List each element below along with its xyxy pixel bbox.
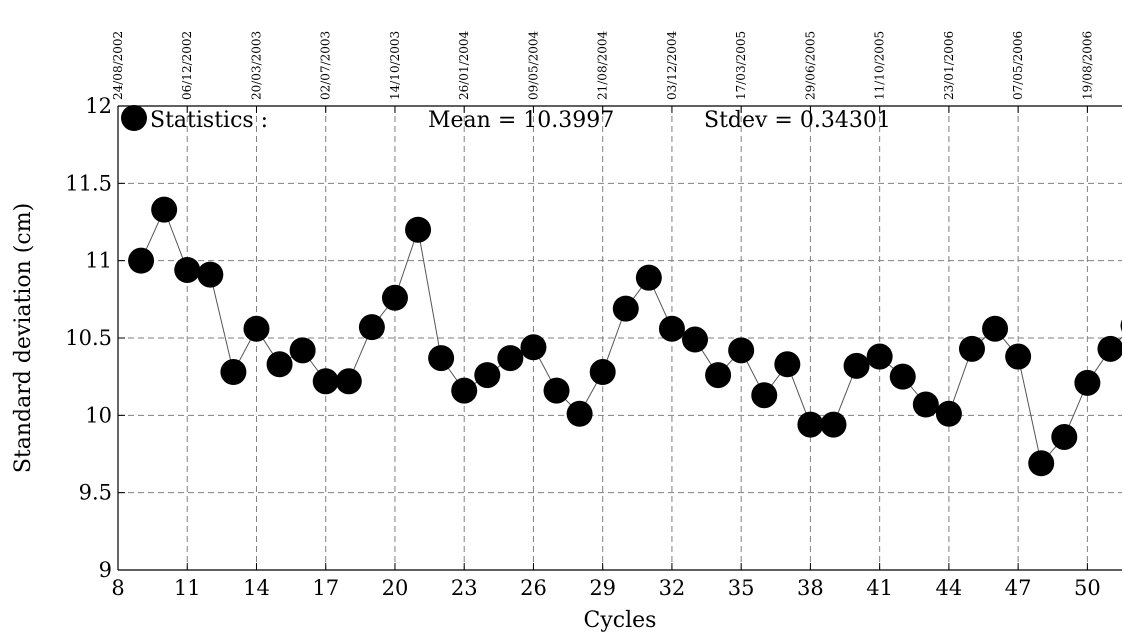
data-point (1120, 319, 1122, 332)
data-point (243, 315, 270, 342)
data-point (843, 352, 870, 379)
data-point (497, 345, 524, 372)
top-date-label: 21/08/2004 (596, 30, 610, 100)
top-date-label: 07/05/2006 (1011, 31, 1025, 100)
x-tick-label: 23 (451, 576, 478, 600)
x-tick-label: 50 (1074, 576, 1101, 600)
data-point (128, 247, 155, 274)
legend-marker (121, 105, 147, 131)
y-tick-label: 9.5 (79, 481, 112, 505)
axis-labels: 24/08/2002 06/12/2002 20/03/2003 02/07/2003… (11, 30, 1094, 633)
x-axis-label: Cycles (584, 608, 657, 633)
y-tick-label: 9 (99, 558, 112, 582)
data-point (312, 368, 339, 395)
x-tick-label: 35 (728, 576, 755, 600)
data-point (705, 362, 732, 389)
top-date-label: 29/06/2005 (803, 31, 817, 100)
data-point (797, 411, 824, 438)
data-point (658, 315, 685, 342)
data-point (612, 295, 639, 322)
data-point (958, 335, 985, 362)
top-date-label: 17/03/2005 (734, 31, 748, 100)
x-tick-label: 38 (797, 576, 824, 600)
data-point (1097, 335, 1122, 362)
data-point (635, 264, 662, 291)
data-point (889, 363, 916, 390)
top-date-label: 14/10/2003 (388, 31, 402, 100)
data-point (774, 351, 801, 378)
y-tick-label: 10 (85, 403, 112, 427)
top-date-label: 19/08/2006 (1080, 31, 1094, 100)
y-axis-label: Standard deviation (cm) (11, 203, 36, 473)
x-tick-label: 32 (659, 576, 686, 600)
x-tick-label: 44 (936, 576, 963, 600)
data-point (358, 314, 385, 341)
data-point (682, 326, 709, 353)
x-tick-label: 14 (243, 576, 270, 600)
legend: Statistics : Mean = 10.3997 Stdev = 0.3430… (121, 105, 891, 133)
data-point (1051, 423, 1078, 450)
x-tick-label: 47 (1005, 576, 1032, 600)
data-point (728, 337, 755, 364)
top-date-label: 09/05/2004 (526, 30, 540, 100)
top-date-label: 24/08/2002 (111, 31, 125, 100)
data-point (982, 315, 1009, 342)
data-point (266, 351, 293, 378)
y-tick-label: 11 (85, 249, 112, 273)
data-point (751, 382, 778, 409)
data-point (428, 345, 455, 372)
top-date-label: 11/10/2005 (873, 31, 887, 100)
x-tick-label: 8 (111, 576, 124, 600)
data-point (1005, 343, 1032, 370)
x-tick-label: 17 (312, 576, 339, 600)
data-point (405, 216, 432, 243)
data-point (589, 359, 616, 386)
data-point (174, 256, 201, 283)
data-point (566, 400, 593, 427)
top-date-label: 23/01/2006 (942, 31, 956, 100)
top-date-label: 26/01/2004 (457, 30, 471, 100)
data-point (912, 391, 939, 418)
y-tick-label: 11.5 (65, 171, 112, 195)
data-point (335, 368, 362, 395)
data-series (128, 196, 1122, 477)
data-point (451, 377, 478, 404)
data-point (820, 411, 847, 438)
x-tick-label: 29 (589, 576, 616, 600)
data-point (289, 337, 316, 364)
y-tick-label: 12 (85, 94, 112, 118)
data-point (935, 400, 962, 427)
data-point (520, 334, 547, 361)
x-tick-label: 11 (174, 576, 201, 600)
legend-statistics-label: Statistics : (150, 108, 268, 133)
top-date-label: 02/07/2003 (319, 31, 333, 100)
data-point (151, 196, 178, 223)
legend-mean: Mean = 10.3997 (428, 108, 614, 133)
data-point (381, 284, 408, 311)
data-point (1028, 450, 1055, 477)
top-date-label: 03/12/2004 (665, 30, 679, 100)
legend-stdev: Stdev = 0.34301 (704, 108, 891, 133)
data-point (866, 343, 893, 370)
top-date-label: 06/12/2002 (180, 31, 194, 100)
top-date-label: 20/03/2003 (249, 31, 263, 100)
y-tick-label: 10.5 (65, 326, 112, 350)
x-tick-label: 26 (520, 576, 547, 600)
x-tick-label: 20 (382, 576, 409, 600)
data-point (1074, 369, 1101, 396)
data-point (543, 377, 570, 404)
data-point (220, 359, 247, 386)
axes: 8 11 14 17 20 23 26 29 32 35 38 41 44 47 50 9 9.5 10 10.5 1… (65, 94, 1122, 600)
data-point (474, 362, 501, 389)
x-tick-label: 41 (866, 576, 893, 600)
data-point (197, 261, 224, 288)
